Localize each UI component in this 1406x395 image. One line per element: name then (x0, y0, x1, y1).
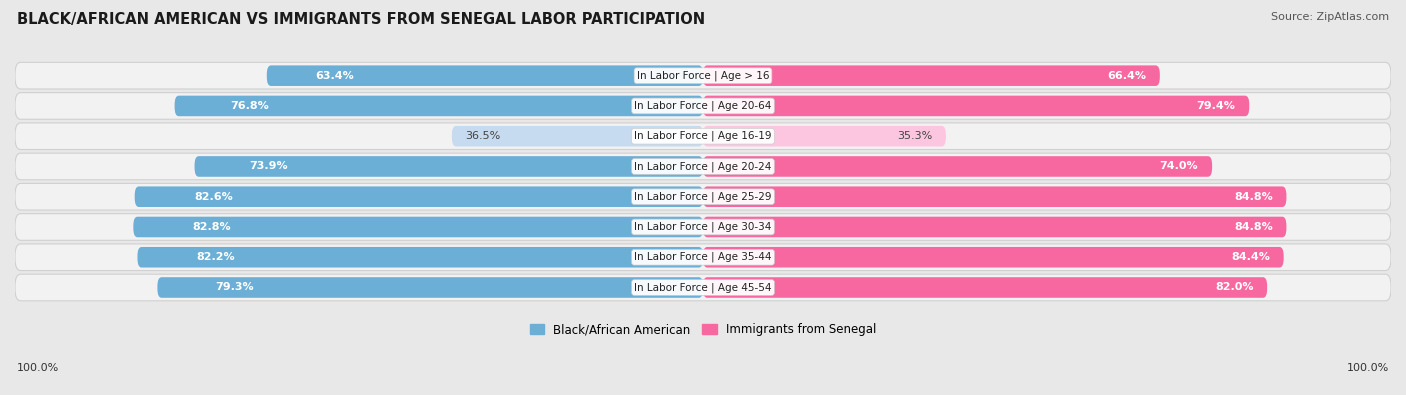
Text: 84.8%: 84.8% (1234, 192, 1272, 202)
FancyBboxPatch shape (703, 66, 1160, 86)
Text: 35.3%: 35.3% (897, 131, 932, 141)
Text: 74.0%: 74.0% (1160, 162, 1198, 171)
FancyBboxPatch shape (174, 96, 703, 116)
FancyBboxPatch shape (15, 123, 1391, 150)
Text: 100.0%: 100.0% (1347, 363, 1389, 373)
FancyBboxPatch shape (15, 183, 1391, 210)
Text: In Labor Force | Age 25-29: In Labor Force | Age 25-29 (634, 192, 772, 202)
FancyBboxPatch shape (15, 62, 1391, 89)
Text: 76.8%: 76.8% (231, 101, 270, 111)
Text: 84.4%: 84.4% (1232, 252, 1270, 262)
Text: 79.4%: 79.4% (1197, 101, 1236, 111)
Text: In Labor Force | Age 35-44: In Labor Force | Age 35-44 (634, 252, 772, 263)
FancyBboxPatch shape (703, 126, 946, 147)
Text: 66.4%: 66.4% (1107, 71, 1146, 81)
Text: In Labor Force | Age 16-19: In Labor Force | Age 16-19 (634, 131, 772, 141)
FancyBboxPatch shape (194, 156, 703, 177)
Text: 82.0%: 82.0% (1215, 282, 1253, 293)
FancyBboxPatch shape (134, 217, 703, 237)
Text: 82.2%: 82.2% (197, 252, 235, 262)
Text: In Labor Force | Age > 16: In Labor Force | Age > 16 (637, 70, 769, 81)
Text: 36.5%: 36.5% (465, 131, 501, 141)
Legend: Black/African American, Immigrants from Senegal: Black/African American, Immigrants from … (524, 318, 882, 341)
FancyBboxPatch shape (267, 66, 703, 86)
Text: 79.3%: 79.3% (215, 282, 253, 293)
FancyBboxPatch shape (15, 153, 1391, 180)
FancyBboxPatch shape (703, 156, 1212, 177)
Text: 63.4%: 63.4% (315, 71, 354, 81)
Text: 73.9%: 73.9% (249, 162, 288, 171)
FancyBboxPatch shape (703, 217, 1286, 237)
Text: In Labor Force | Age 20-24: In Labor Force | Age 20-24 (634, 161, 772, 172)
FancyBboxPatch shape (15, 92, 1391, 119)
Text: In Labor Force | Age 45-54: In Labor Force | Age 45-54 (634, 282, 772, 293)
Text: 84.8%: 84.8% (1234, 222, 1272, 232)
Text: 100.0%: 100.0% (17, 363, 59, 373)
FancyBboxPatch shape (157, 277, 703, 298)
Text: In Labor Force | Age 30-34: In Labor Force | Age 30-34 (634, 222, 772, 232)
Text: In Labor Force | Age 20-64: In Labor Force | Age 20-64 (634, 101, 772, 111)
Text: BLACK/AFRICAN AMERICAN VS IMMIGRANTS FROM SENEGAL LABOR PARTICIPATION: BLACK/AFRICAN AMERICAN VS IMMIGRANTS FRO… (17, 12, 704, 27)
FancyBboxPatch shape (703, 186, 1286, 207)
Text: Source: ZipAtlas.com: Source: ZipAtlas.com (1271, 12, 1389, 22)
FancyBboxPatch shape (135, 186, 703, 207)
FancyBboxPatch shape (138, 247, 703, 267)
FancyBboxPatch shape (15, 214, 1391, 240)
FancyBboxPatch shape (451, 126, 703, 147)
FancyBboxPatch shape (15, 244, 1391, 271)
FancyBboxPatch shape (703, 247, 1284, 267)
Text: 82.6%: 82.6% (194, 192, 232, 202)
FancyBboxPatch shape (15, 274, 1391, 301)
FancyBboxPatch shape (703, 277, 1267, 298)
FancyBboxPatch shape (703, 96, 1250, 116)
Text: 82.8%: 82.8% (193, 222, 232, 232)
